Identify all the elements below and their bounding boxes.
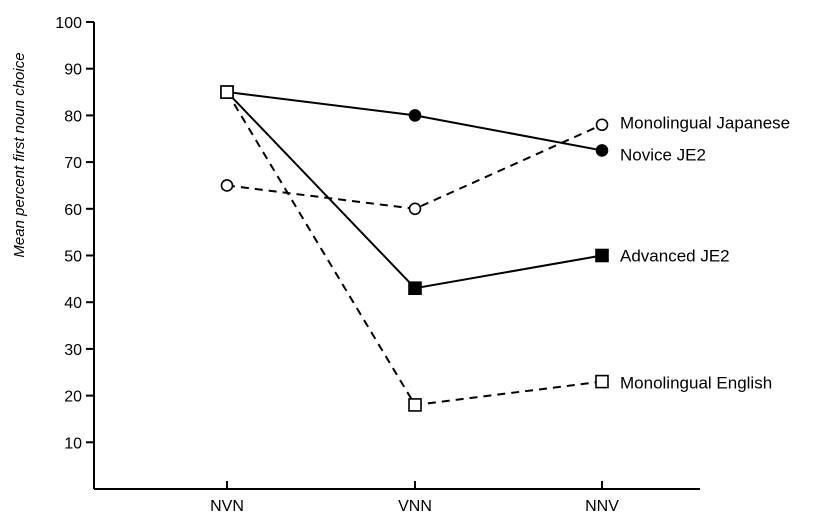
series-monolingual-english: Monolingual English — [220, 85, 772, 412]
data-point — [220, 85, 234, 99]
x-tick-label: NNV — [585, 498, 619, 515]
data-point — [595, 118, 609, 132]
series-group: Monolingual Japanese Novice JE2 Advanced J… — [220, 85, 790, 412]
y-tick-label: 90 — [64, 62, 82, 79]
data-point — [595, 144, 609, 157]
data-point — [220, 179, 234, 192]
series-line — [226, 123, 603, 210]
x-tick-label: NVN — [210, 498, 244, 515]
y-tick-label: 20 — [64, 389, 82, 406]
data-point — [595, 248, 609, 263]
y-tick-label: 100 — [55, 15, 82, 32]
data-point — [408, 202, 422, 216]
y-tick-label: 60 — [64, 202, 82, 219]
data-point — [595, 374, 609, 389]
y-tick-label: 40 — [64, 295, 82, 312]
y-tick-label: 30 — [64, 342, 82, 359]
y-tick-label: 50 — [64, 249, 82, 266]
y-tick-label: 80 — [64, 108, 82, 125]
series-label: Monolingual English — [620, 374, 772, 393]
data-point — [408, 398, 422, 412]
y-axis-label: Mean percent first noun choice — [11, 52, 28, 257]
series-label: Novice JE2 — [620, 145, 706, 164]
series-monolingual-japanese: Monolingual Japanese — [220, 114, 790, 216]
y-tick-label: 70 — [64, 155, 82, 172]
y-tick-label: 10 — [64, 435, 82, 452]
series-label: Advanced JE2 — [620, 247, 730, 266]
axes: 10 20 30 40 50 60 70 80 90 100 NVN VNN NNV — [55, 15, 700, 515]
data-point — [408, 109, 422, 122]
series-label: Monolingual Japanese — [620, 114, 790, 133]
data-point — [408, 281, 422, 295]
x-tick-label: VNN — [398, 498, 432, 515]
